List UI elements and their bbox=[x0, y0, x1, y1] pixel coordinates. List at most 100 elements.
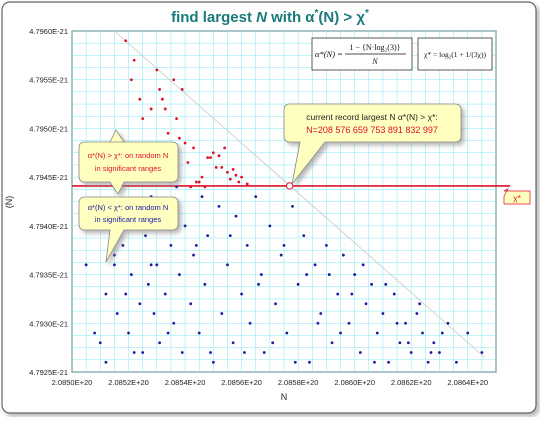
point-below bbox=[387, 360, 390, 364]
below-callout-line1: α*(N) < χ*: on random N bbox=[88, 203, 169, 212]
point-below bbox=[158, 341, 162, 345]
point-below bbox=[203, 282, 207, 286]
point-below bbox=[308, 360, 311, 364]
point-above bbox=[245, 182, 249, 186]
point-below bbox=[146, 282, 150, 286]
point-below bbox=[361, 263, 365, 267]
point-below bbox=[446, 321, 450, 325]
point-below bbox=[398, 341, 402, 345]
point-below bbox=[409, 351, 413, 354]
y-tick-label: 4.7940E-21 bbox=[29, 222, 68, 231]
title-n: N bbox=[256, 9, 268, 26]
point-below bbox=[209, 351, 212, 354]
point-above bbox=[183, 141, 187, 145]
point-below bbox=[358, 351, 362, 354]
point-above bbox=[192, 146, 195, 150]
point-below bbox=[192, 253, 195, 257]
chart-title: find largest N with α*(N) > χ* bbox=[171, 8, 369, 26]
point-below bbox=[296, 282, 300, 286]
point-below bbox=[144, 234, 147, 238]
y-tick-label: 4.7960E-21 bbox=[29, 27, 68, 36]
y-tick-labels: 4.7925E-21 4.7930E-21 4.7935E-21 4.7940E-21… bbox=[29, 27, 68, 377]
point-below bbox=[381, 312, 385, 315]
point-above bbox=[200, 175, 204, 179]
point-below bbox=[141, 351, 145, 354]
point-below bbox=[339, 331, 342, 335]
point-below bbox=[248, 321, 252, 325]
above-callout: α*(N) > χ*: on random N in significant r… bbox=[78, 129, 179, 195]
point-below bbox=[155, 263, 159, 267]
point-below bbox=[426, 360, 430, 364]
point-above bbox=[186, 161, 190, 164]
point-below bbox=[98, 341, 102, 345]
point-below bbox=[115, 312, 119, 315]
point-below bbox=[124, 292, 128, 296]
y-tick-label: 4.7935E-21 bbox=[29, 271, 68, 280]
point-below bbox=[373, 360, 376, 364]
point-below bbox=[234, 214, 238, 218]
chi-formula-box: χ* = log₂(1 + 1/(3χ)) bbox=[417, 37, 493, 71]
point-below bbox=[364, 302, 368, 306]
below-callout: α*(N) < χ*: on random N in significant r… bbox=[78, 196, 179, 263]
point-above bbox=[194, 180, 198, 184]
chi-formula: χ* = log₂(1 + 1/(3χ)) bbox=[424, 50, 486, 59]
point-below bbox=[183, 224, 187, 228]
point-above bbox=[234, 173, 238, 177]
point-below bbox=[104, 360, 108, 364]
point-above bbox=[132, 58, 136, 62]
point-below bbox=[353, 273, 357, 276]
point-below bbox=[282, 243, 286, 247]
point-below bbox=[432, 341, 436, 345]
point-below bbox=[211, 360, 215, 364]
point-above bbox=[158, 88, 162, 91]
x-tick-label: 2.0862E+20 bbox=[391, 378, 432, 387]
y-tick-label: 4.7955E-21 bbox=[29, 76, 68, 85]
point-above bbox=[155, 68, 159, 72]
point-above bbox=[240, 175, 244, 179]
point-above bbox=[172, 78, 176, 82]
x-tick-label: 2.0852E+20 bbox=[108, 378, 149, 387]
point-below bbox=[279, 253, 283, 257]
title-sup: * bbox=[315, 8, 319, 19]
point-below bbox=[370, 282, 374, 286]
x-tick-label: 2.0864E+20 bbox=[447, 378, 488, 387]
point-above bbox=[189, 185, 193, 189]
point-above bbox=[217, 154, 221, 158]
point-below bbox=[149, 263, 153, 267]
point-below bbox=[418, 302, 422, 306]
point-below bbox=[305, 273, 309, 276]
y-axis-label: (N) bbox=[4, 196, 14, 209]
y-tick-label: 4.7925E-21 bbox=[29, 368, 68, 377]
point-below bbox=[421, 331, 424, 335]
point-above bbox=[223, 146, 227, 150]
point-below bbox=[274, 302, 277, 306]
point-below bbox=[291, 204, 294, 208]
above-callout-line2: in significant ranges bbox=[95, 164, 162, 173]
point-above bbox=[197, 180, 201, 184]
record-callout: current record largest N α*(N) > χ*: N=2… bbox=[283, 103, 462, 185]
point-above bbox=[220, 166, 224, 169]
data-points bbox=[84, 39, 484, 364]
point-below bbox=[438, 351, 441, 354]
point-below bbox=[129, 273, 133, 276]
point-below bbox=[206, 234, 210, 238]
point-below bbox=[121, 243, 125, 247]
point-below bbox=[113, 253, 116, 257]
point-above bbox=[141, 117, 145, 121]
x-tick-label: 2.0850E+20 bbox=[52, 378, 93, 387]
point-above bbox=[175, 117, 178, 121]
point-below bbox=[113, 263, 116, 267]
point-below bbox=[302, 234, 306, 238]
point-below bbox=[429, 351, 433, 354]
point-below bbox=[395, 321, 399, 325]
point-below bbox=[415, 312, 419, 315]
point-above bbox=[203, 185, 207, 189]
point-above bbox=[231, 167, 235, 171]
x-axis-label: N bbox=[281, 392, 288, 402]
point-below bbox=[127, 331, 130, 335]
point-above bbox=[138, 97, 142, 101]
point-below bbox=[200, 195, 204, 199]
point-below bbox=[240, 292, 244, 296]
point-below bbox=[406, 341, 410, 345]
